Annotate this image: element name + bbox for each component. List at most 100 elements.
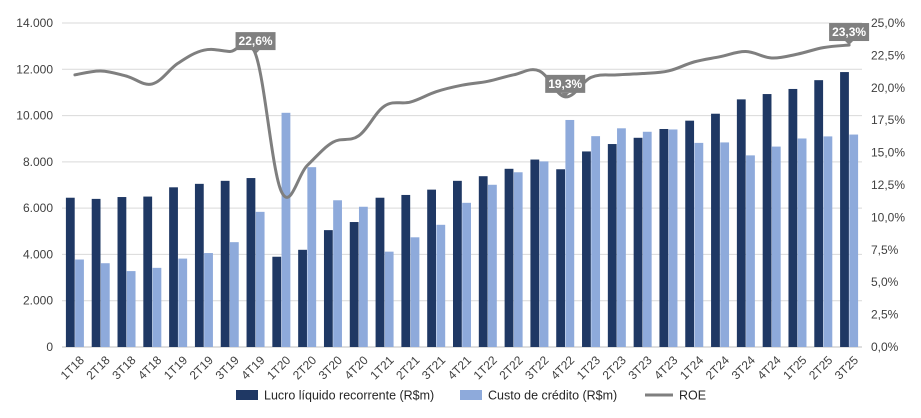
y-right-tick-label: 12,5%: [871, 178, 905, 192]
bar-lucro-2T23: [607, 144, 617, 347]
x-tick-label: 3T25: [832, 353, 861, 382]
x-tick-label: 1T22: [471, 353, 500, 382]
roe-callout-label: 23,3%: [832, 25, 866, 39]
bar-lucro-1T22: [478, 176, 488, 347]
x-tick-label: 3T20: [316, 353, 345, 382]
bar-lucro-4T20: [349, 222, 359, 347]
bar-custo-2T21: [410, 237, 420, 347]
bar-custo-4T20: [358, 206, 368, 347]
bar-custo-1T25: [797, 138, 807, 347]
x-axis: 1T182T183T184T181T192T193T194T191T202T20…: [58, 353, 862, 382]
y-right-tick-label: 7,5%: [871, 243, 899, 257]
bar-custo-1T20: [281, 112, 291, 348]
x-tick-label: 1T18: [58, 353, 87, 382]
legend-swatch-bar: [236, 390, 258, 400]
bar-lucro-2T18: [91, 198, 101, 347]
bar-lucro-2T22: [504, 168, 514, 347]
y-right-tick-label: 10,0%: [871, 210, 905, 224]
bar-lucro-1T21: [375, 197, 385, 347]
x-tick-label: 4T18: [135, 353, 164, 382]
y-axis-right: 0,0% 2,5% 5,0% 7,5% 10,0% 12,5% 15,0% 17,5% 20,0…: [871, 16, 905, 354]
x-tick-label: 1T25: [780, 353, 809, 382]
x-tick-label: 3T19: [213, 353, 242, 382]
bar-custo-1T21: [384, 251, 394, 347]
bar-custo-4T24: [771, 146, 781, 347]
bar-custo-3T25: [849, 134, 859, 347]
bar-custo-3T21: [436, 224, 446, 347]
bar-custo-2T19: [204, 253, 213, 347]
y-left-tick-label: 4.000: [23, 247, 53, 261]
x-tick-label: 2T18: [84, 353, 113, 382]
y-right-tick-label: 17,5%: [871, 113, 905, 127]
x-tick-label: 4T22: [548, 353, 577, 382]
x-tick-label: 3T23: [625, 353, 654, 382]
roe-callout-box: [829, 23, 870, 42]
legend-label: Lucro líquido recorrente (R$m): [264, 389, 434, 403]
y-left-tick-label: 6.000: [23, 201, 53, 215]
y-left-tick-label: 14.000: [16, 16, 53, 30]
bar-lucro-3T22: [530, 159, 540, 347]
bar-lucro-1T20: [272, 256, 282, 347]
bar-lucro-4T22: [556, 169, 566, 347]
bar-lucro-2T20: [298, 249, 307, 347]
bar-lucro-4T21: [453, 180, 462, 347]
bar-custo-3T19: [229, 242, 239, 347]
x-tick-label: 2T25: [806, 353, 835, 382]
bar-custo-2T20: [307, 167, 317, 347]
bar-lucro-2T21: [401, 194, 411, 347]
x-tick-label: 3T24: [729, 353, 758, 382]
x-tick-label: 3T22: [522, 353, 551, 382]
bar-lucro-2T19: [194, 183, 204, 347]
roe-callout-label: 22,6%: [239, 34, 273, 48]
x-tick-label: 2T20: [290, 353, 319, 382]
bar-lucro-4T24: [762, 94, 772, 347]
bar-lucro-3T23: [633, 137, 643, 347]
bar-custo-1T19: [178, 258, 188, 347]
bar-custo-2T23: [617, 128, 626, 347]
x-tick-label: 4T24: [754, 353, 783, 382]
y-right-tick-label: 15,0%: [871, 146, 905, 160]
y-right-tick-label: 22,5%: [871, 48, 905, 62]
bar-custo-4T18: [152, 267, 162, 347]
x-tick-label: 4T23: [651, 353, 680, 382]
bar-lucro-1T25: [788, 88, 798, 347]
bar-lucro-2T24: [711, 113, 720, 347]
y-right-tick-label: 5,0%: [871, 275, 899, 289]
bar-custo-3T18: [126, 271, 136, 347]
roe-callout-box: [235, 32, 276, 51]
bar-lucro-2T25: [814, 80, 824, 348]
x-tick-label: 1T20: [264, 353, 293, 382]
x-tick-label: 4T21: [445, 353, 474, 382]
bar-lucro-1T19: [169, 187, 178, 347]
x-tick-label: 3T18: [109, 353, 138, 382]
bar-lucro-4T19: [246, 178, 256, 347]
y-left-tick-label: 2.000: [23, 294, 53, 308]
x-tick-label: 2T23: [600, 353, 629, 382]
bar-lucro-3T21: [427, 189, 436, 347]
bar-custo-3T20: [333, 200, 342, 347]
bar-lucro-4T23: [659, 128, 669, 347]
bar-custo-2T22: [513, 172, 523, 347]
x-tick-label: 1T19: [161, 353, 190, 382]
bar-lucro-3T19: [220, 180, 230, 347]
x-tick-label: 2T21: [393, 353, 422, 382]
bar-lucro-3T18: [117, 197, 127, 347]
roe-callouts: 22,6% 19,3% 23,3%: [235, 23, 870, 97]
bar-custo-3T24: [746, 155, 755, 347]
bar-custo-4T23: [668, 129, 678, 347]
x-tick-label: 1T23: [574, 353, 603, 382]
bar-lucro-3T25: [840, 72, 849, 347]
bar-custo-1T22: [488, 184, 497, 347]
bar-lucro-3T20: [323, 230, 333, 347]
x-tick-label: 4T19: [238, 353, 267, 382]
roe-callout-pointer: [845, 41, 854, 46]
x-tick-label: 1T24: [677, 353, 706, 382]
y-left-tick-label: 12.000: [16, 62, 53, 76]
y-left-tick-label: 10.000: [16, 109, 53, 123]
legend-label: ROE: [679, 389, 706, 403]
bar-lucro-4T18: [143, 196, 153, 347]
bar-custo-4T22: [565, 119, 575, 348]
roe-callout-pointer: [561, 92, 570, 97]
roe-line: [73, 40, 851, 199]
bar-custo-3T23: [642, 131, 652, 347]
